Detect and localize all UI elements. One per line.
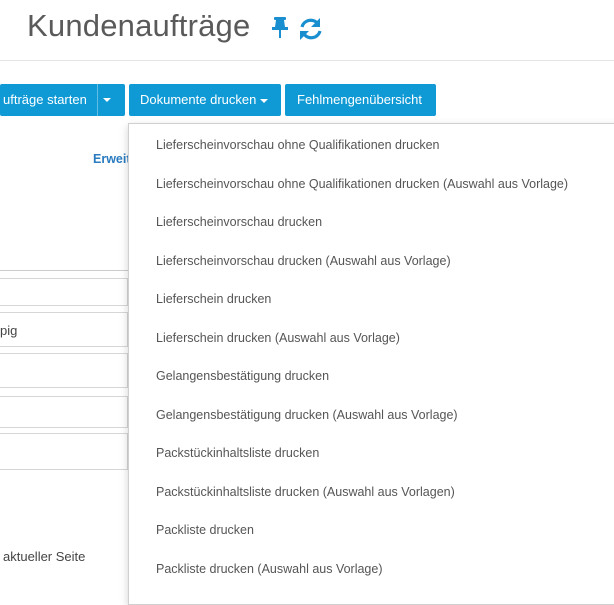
start-button[interactable]: ufträge starten xyxy=(0,84,125,116)
menu-item[interactable]: Lieferscheinvorschau drucken (Auswahl au… xyxy=(156,253,451,268)
menu-item[interactable]: Lieferscheinvorschau ohne Qualifikatione… xyxy=(156,176,569,191)
input-field[interactable] xyxy=(0,396,128,428)
menu-item[interactable]: Packliste drucken (Auswahl aus Vorlage) xyxy=(156,561,383,576)
menu-item[interactable]: Lieferscheinvorschau ohne Qualifikatione… xyxy=(156,138,440,152)
divider xyxy=(0,60,614,61)
separator xyxy=(0,270,128,271)
input-field[interactable] xyxy=(0,353,128,388)
button-label: Fehlmengenübersicht xyxy=(297,92,423,107)
input-field[interactable] xyxy=(0,433,128,470)
menu-item[interactable]: Lieferschein drucken (Auswahl aus Vorlag… xyxy=(156,330,400,345)
pin-icon[interactable] xyxy=(272,17,288,38)
menu-item[interactable]: Packstückinhaltsliste drucken xyxy=(156,446,320,460)
header-icons xyxy=(272,17,322,40)
page-title: Kundenaufträge xyxy=(27,8,251,43)
page: {"header": {"title": "Kundenaufträge"}, … xyxy=(0,8,614,605)
menu-item[interactable]: Lieferschein drucken xyxy=(156,292,272,306)
field-text: pig xyxy=(0,323,18,338)
button-label: Dokumente drucken xyxy=(140,92,257,107)
input-field[interactable]: pig xyxy=(0,312,128,347)
dropdown-menu: Lieferscheinvorschau ohne Qualifikatione… xyxy=(128,123,614,605)
print-documents-button[interactable]: Dokumente drucken xyxy=(129,84,281,116)
shortage-overview-button[interactable]: Fehlmengenübersicht xyxy=(285,84,436,116)
footer-text: aktueller Seite xyxy=(3,549,86,564)
input-field[interactable] xyxy=(0,278,128,306)
menu-item[interactable]: Lieferscheinvorschau drucken xyxy=(156,215,323,229)
menu-item[interactable]: Packliste drucken xyxy=(156,523,254,537)
menu-item[interactable]: Packstückinhaltsliste drucken (Auswahl a… xyxy=(156,484,455,499)
menu-item[interactable]: Gelangensbestätigung drucken xyxy=(156,369,330,383)
advanced-link[interactable]: Erweit xyxy=(93,152,131,166)
button-label: ufträge starten xyxy=(3,92,87,107)
menu-item[interactable]: Gelangensbestätigung drucken (Auswahl au… xyxy=(156,407,458,422)
